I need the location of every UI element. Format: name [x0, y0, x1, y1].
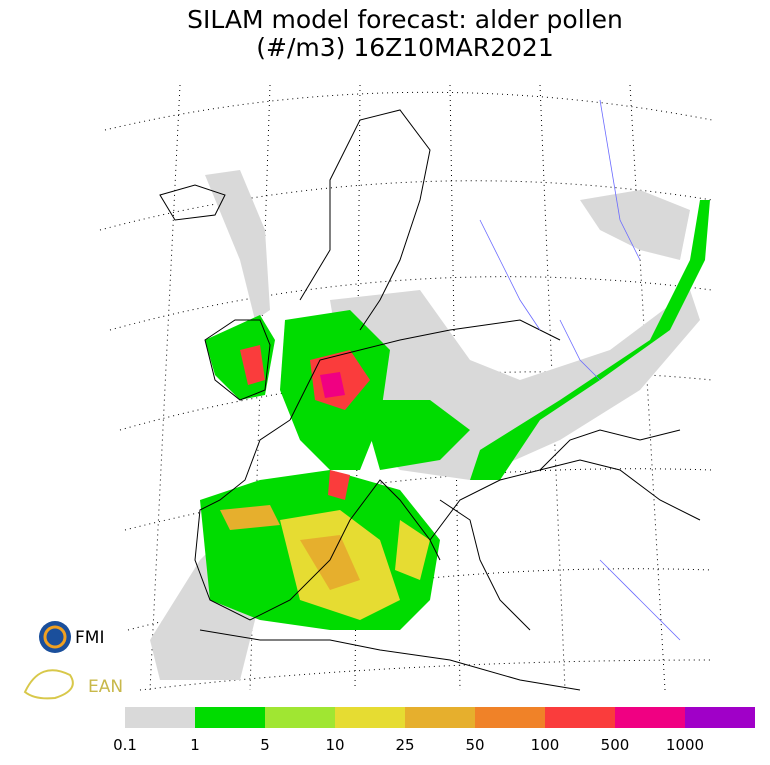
rivers: [479, 99, 681, 641]
legend-label: 1000: [666, 736, 704, 754]
pollen-higher: [220, 505, 360, 590]
legend-swatch: [545, 707, 615, 728]
ean-emblem: [23, 669, 74, 700]
legend-swatch: [685, 707, 755, 728]
title-line: SILAM model forecast: alder pollen: [187, 5, 623, 34]
legend-label: 0.1: [113, 736, 137, 754]
ean-logo: EAN: [23, 669, 123, 700]
fmi-emblem: [43, 625, 67, 649]
legend-label: 5: [260, 736, 270, 754]
legend-label: 25: [395, 736, 414, 754]
fmi-logo: FMI: [39, 621, 104, 653]
legend-swatch: [405, 707, 475, 728]
legend-swatch: [265, 707, 335, 728]
legend-swatch: [475, 707, 545, 728]
legend-swatch: [615, 707, 685, 728]
legend-label: 50: [465, 736, 484, 754]
title-line: (#/m3) 16Z10MAR2021: [256, 33, 554, 62]
pollen-extreme: [320, 372, 345, 398]
legend-label: 1: [190, 736, 200, 754]
logo-text: FMI: [75, 628, 104, 648]
legend: 0.1 1 5 10 25 50 100 500 1000: [113, 707, 755, 754]
legend-label: 500: [601, 736, 630, 754]
legend-swatch: [195, 707, 265, 728]
legend-swatch: [335, 707, 405, 728]
coastline: [159, 109, 701, 691]
logo-text: EAN: [88, 677, 123, 697]
map: [99, 84, 713, 691]
legend-label: 10: [325, 736, 344, 754]
legend-label: 100: [531, 736, 560, 754]
legend-swatch: [125, 707, 195, 728]
